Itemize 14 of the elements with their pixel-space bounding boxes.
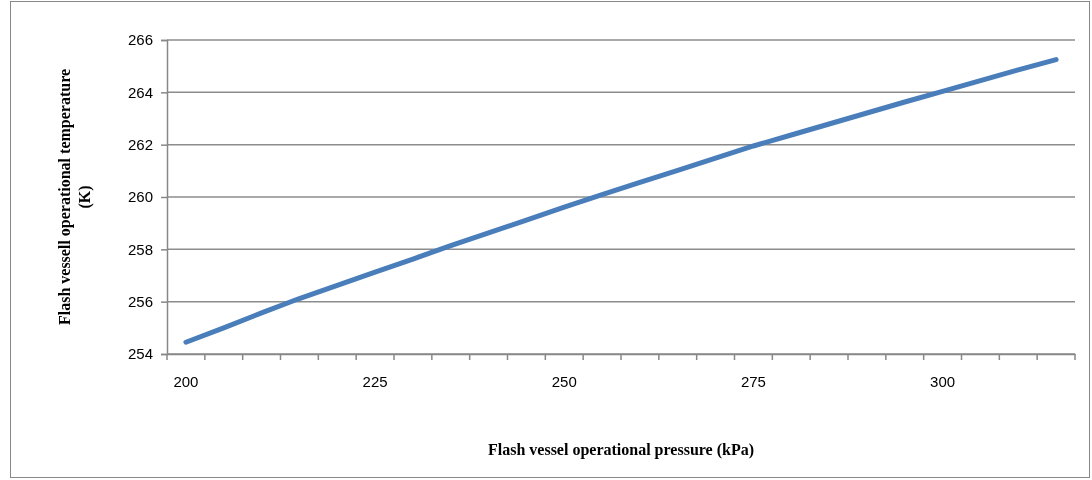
x-tick-label: 250 [551,372,577,390]
y-tick-label: 256 [127,292,153,310]
x-tick-label: 300 [930,372,956,390]
y-tick-label: 254 [127,345,153,363]
y-tick-label: 266 [127,31,153,49]
x-tick-label: 225 [362,372,388,390]
y-axis-title: Flash vessell operational temperature (K) [56,68,94,326]
x-tick-label: 275 [740,372,766,390]
y-tick-label: 260 [127,188,153,206]
y-tick-label: 258 [127,240,153,258]
y-tick-label: 264 [127,83,153,101]
x-axis-title: Flash vessel operational pressure (kPa) [487,441,755,459]
x-tick-label: 200 [173,372,199,390]
y-tick-label: 262 [127,135,153,153]
